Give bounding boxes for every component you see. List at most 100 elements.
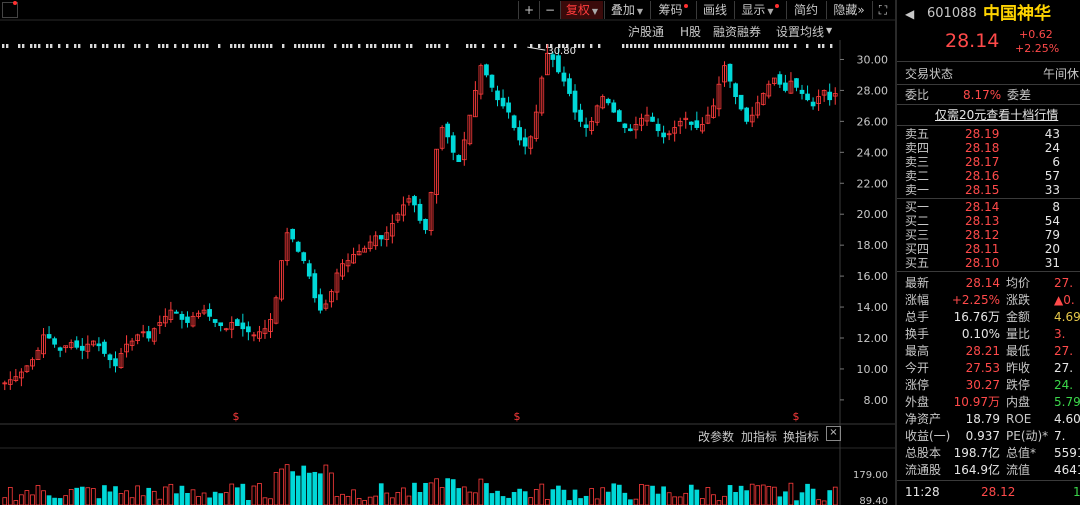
zoom-out-button[interactable]: − — [539, 1, 560, 19]
candle-body — [794, 78, 799, 88]
stat-value: 4.69 — [1054, 310, 1080, 324]
diejia-button[interactable]: 叠加 ▼ — [604, 1, 649, 19]
fuquan-button[interactable]: 复权 ▼ — [560, 1, 603, 19]
gaicanshu-button[interactable]: 改参数 — [698, 430, 735, 444]
bid-price: 28.10 — [965, 256, 1000, 270]
news-dot — [734, 44, 737, 48]
junxian-link[interactable]: 设置均线 — [776, 25, 825, 39]
xianshi-button[interactable]: 显示 ▼ — [734, 1, 785, 19]
news-dot — [710, 44, 713, 48]
y-tick-label: 20.00 — [857, 208, 889, 221]
ask-price: 28.17 — [965, 155, 1000, 169]
volume-bar — [517, 488, 522, 505]
candle-body — [102, 341, 107, 354]
news-dot — [298, 44, 301, 48]
corner-indicator[interactable] — [2, 1, 18, 18]
volume-bar — [788, 482, 794, 505]
chevron-left-icon[interactable]: ◀ — [905, 7, 915, 21]
candle-body — [52, 338, 57, 345]
news-dot — [502, 44, 505, 48]
bid-label: 买三 — [905, 228, 930, 242]
bid-level: 买五 28.10 31 — [897, 256, 1080, 270]
tick-row: 11:28 28.12 1 — [897, 485, 1080, 499]
volume-bar — [816, 499, 821, 505]
hugutong-link[interactable]: 沪股通 — [628, 25, 665, 39]
jiazhibiao-button[interactable]: 加指标 — [741, 430, 778, 444]
volume-bar — [129, 497, 135, 505]
hgu-link[interactable]: H股 — [680, 25, 702, 39]
volume-bar — [96, 498, 102, 505]
news-dot — [158, 44, 161, 48]
news-dot — [438, 44, 441, 48]
volume-bar — [401, 487, 406, 505]
candle-body — [633, 124, 639, 131]
huaxian-button[interactable]: 画线 — [696, 1, 733, 19]
bid-level: 买三 28.12 79 — [897, 228, 1080, 242]
close-icon[interactable]: × — [826, 426, 841, 441]
news-dot — [718, 44, 721, 48]
huanzhibiao-button[interactable]: 换指标 — [783, 430, 820, 444]
ask-level: 卖一 28.15 33 — [897, 183, 1080, 197]
candle-body — [312, 273, 318, 299]
rongzi-link[interactable]: 融资融券 — [713, 25, 762, 39]
stat-label: 换手 — [905, 327, 930, 341]
candle-body — [329, 291, 334, 303]
volume-bar — [533, 489, 539, 505]
volume-bar — [251, 485, 257, 505]
jianyue-button[interactable]: 简约 — [786, 1, 825, 19]
news-dot — [634, 44, 637, 48]
candle-body — [107, 354, 113, 361]
volume-bar — [257, 483, 262, 505]
volume-bar — [345, 495, 351, 505]
yincang-button[interactable]: 隐藏» — [826, 1, 871, 19]
news-dot — [318, 44, 321, 48]
news-dot — [146, 44, 149, 48]
promo-row: 仅需20元查看十档行情 — [897, 108, 1080, 122]
stat-label: 金额 — [1006, 310, 1031, 324]
candle-body — [24, 365, 30, 372]
news-dot — [46, 44, 49, 48]
y-tick-label: 14.00 — [857, 301, 889, 314]
chevron-down-icon[interactable]: ▼ — [826, 26, 833, 35]
zoom-in-button[interactable]: + — [518, 1, 539, 19]
news-dot — [94, 44, 97, 48]
candle-body — [473, 90, 478, 118]
news-dot — [258, 44, 261, 48]
candle-body — [677, 120, 683, 127]
news-dot — [658, 44, 661, 48]
volume-bar — [478, 478, 484, 505]
stat-label: 涨停 — [905, 378, 930, 392]
fuquan-label: 复权 — [565, 3, 590, 17]
news-dots-row — [2, 44, 833, 48]
news-dot — [350, 44, 353, 48]
candle-body — [694, 120, 700, 128]
news-dot — [358, 44, 361, 48]
candle-body — [450, 135, 456, 153]
stat-value: 18.79 — [965, 412, 1000, 426]
news-dot — [566, 44, 569, 48]
chouma-button[interactable]: 筹码 — [650, 1, 695, 19]
volume-bar — [395, 492, 401, 505]
candle-body — [616, 110, 622, 122]
volume-bar — [301, 465, 307, 505]
volume-bar — [511, 492, 517, 505]
volume-bar — [644, 484, 650, 505]
candle-body — [218, 322, 224, 327]
kline-chart[interactable]: 30.00 28.00 26.00 24.00 22.00 20.00 18.00 16.00… — [0, 0, 895, 505]
news-dot — [514, 44, 517, 48]
y-tick-label: 30.00 — [857, 53, 889, 66]
candle-body — [351, 254, 356, 264]
candle-body — [594, 105, 600, 123]
candle-body — [517, 127, 522, 141]
candle-body — [301, 252, 307, 262]
fullscreen-icon: ⛶ — [878, 3, 888, 17]
news-dot — [122, 44, 125, 48]
ask-label: 卖三 — [905, 155, 930, 169]
news-dot — [550, 44, 553, 48]
volume-tick-label: 89.40 — [859, 496, 888, 505]
news-dot — [78, 44, 81, 48]
news-dot — [590, 44, 593, 48]
promo-link[interactable]: 仅需20元查看十档行情 — [935, 108, 1059, 122]
fullscreen-button[interactable]: ⛶ — [872, 1, 893, 19]
